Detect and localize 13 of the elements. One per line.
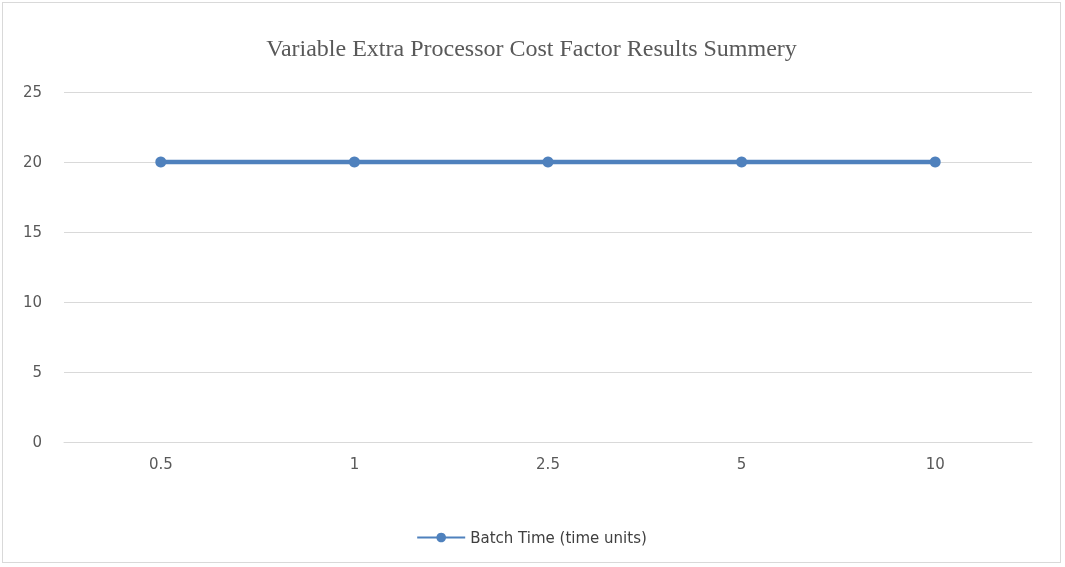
y-tick-label: 0	[32, 433, 42, 451]
legend-label: Batch Time (time units)	[470, 528, 647, 547]
x-tick-label: 10	[925, 454, 945, 473]
y-tick-label: 20	[22, 153, 42, 171]
y-tick-label: 5	[32, 363, 42, 381]
x-tick-label: 1	[349, 454, 360, 473]
x-tick-label: 2.5	[536, 454, 560, 473]
chart-title: Variable Extra Processor Cost Factor Results Summery	[266, 35, 797, 61]
y-tick-label: 15	[22, 223, 42, 241]
x-tick-label: 0.5	[148, 454, 173, 473]
y-tick-label: 10	[22, 293, 42, 311]
x-tick-label: 5	[736, 454, 747, 473]
y-tick-label: 25	[22, 83, 42, 101]
